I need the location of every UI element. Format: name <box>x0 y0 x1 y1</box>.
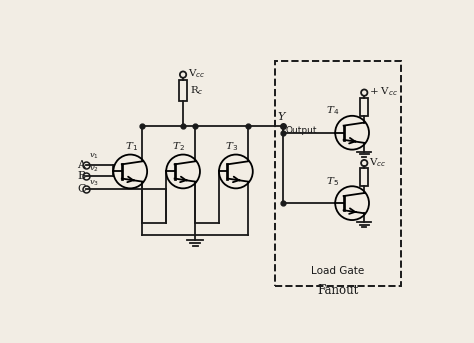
Text: C: C <box>77 184 86 194</box>
Text: V$_{cc}$: V$_{cc}$ <box>188 68 205 80</box>
Text: T$_2$: T$_2$ <box>173 141 185 153</box>
Text: Load Gate: Load Gate <box>311 265 365 275</box>
Bar <box>274 60 401 286</box>
Text: v$_3$: v$_3$ <box>89 178 99 188</box>
Text: V$_{cc}$: V$_{cc}$ <box>369 156 386 169</box>
Text: + V$_{cc}$: + V$_{cc}$ <box>369 85 398 98</box>
Text: v$_1$: v$_1$ <box>89 151 99 161</box>
Text: T$_5$: T$_5$ <box>326 175 339 188</box>
Bar <box>179 80 187 101</box>
Text: R$_c$: R$_c$ <box>190 84 204 97</box>
Text: v$_2$: v$_2$ <box>89 165 99 174</box>
Text: Fanout: Fanout <box>318 284 359 297</box>
Bar <box>360 168 368 186</box>
Bar <box>360 98 368 116</box>
Text: Output: Output <box>285 127 317 135</box>
Text: A: A <box>77 160 85 170</box>
Text: Y: Y <box>277 112 285 122</box>
Text: T$_1$: T$_1$ <box>126 141 138 153</box>
Text: B: B <box>77 171 85 181</box>
Text: T$_4$: T$_4$ <box>326 104 339 117</box>
Text: T$_3$: T$_3$ <box>225 141 238 153</box>
